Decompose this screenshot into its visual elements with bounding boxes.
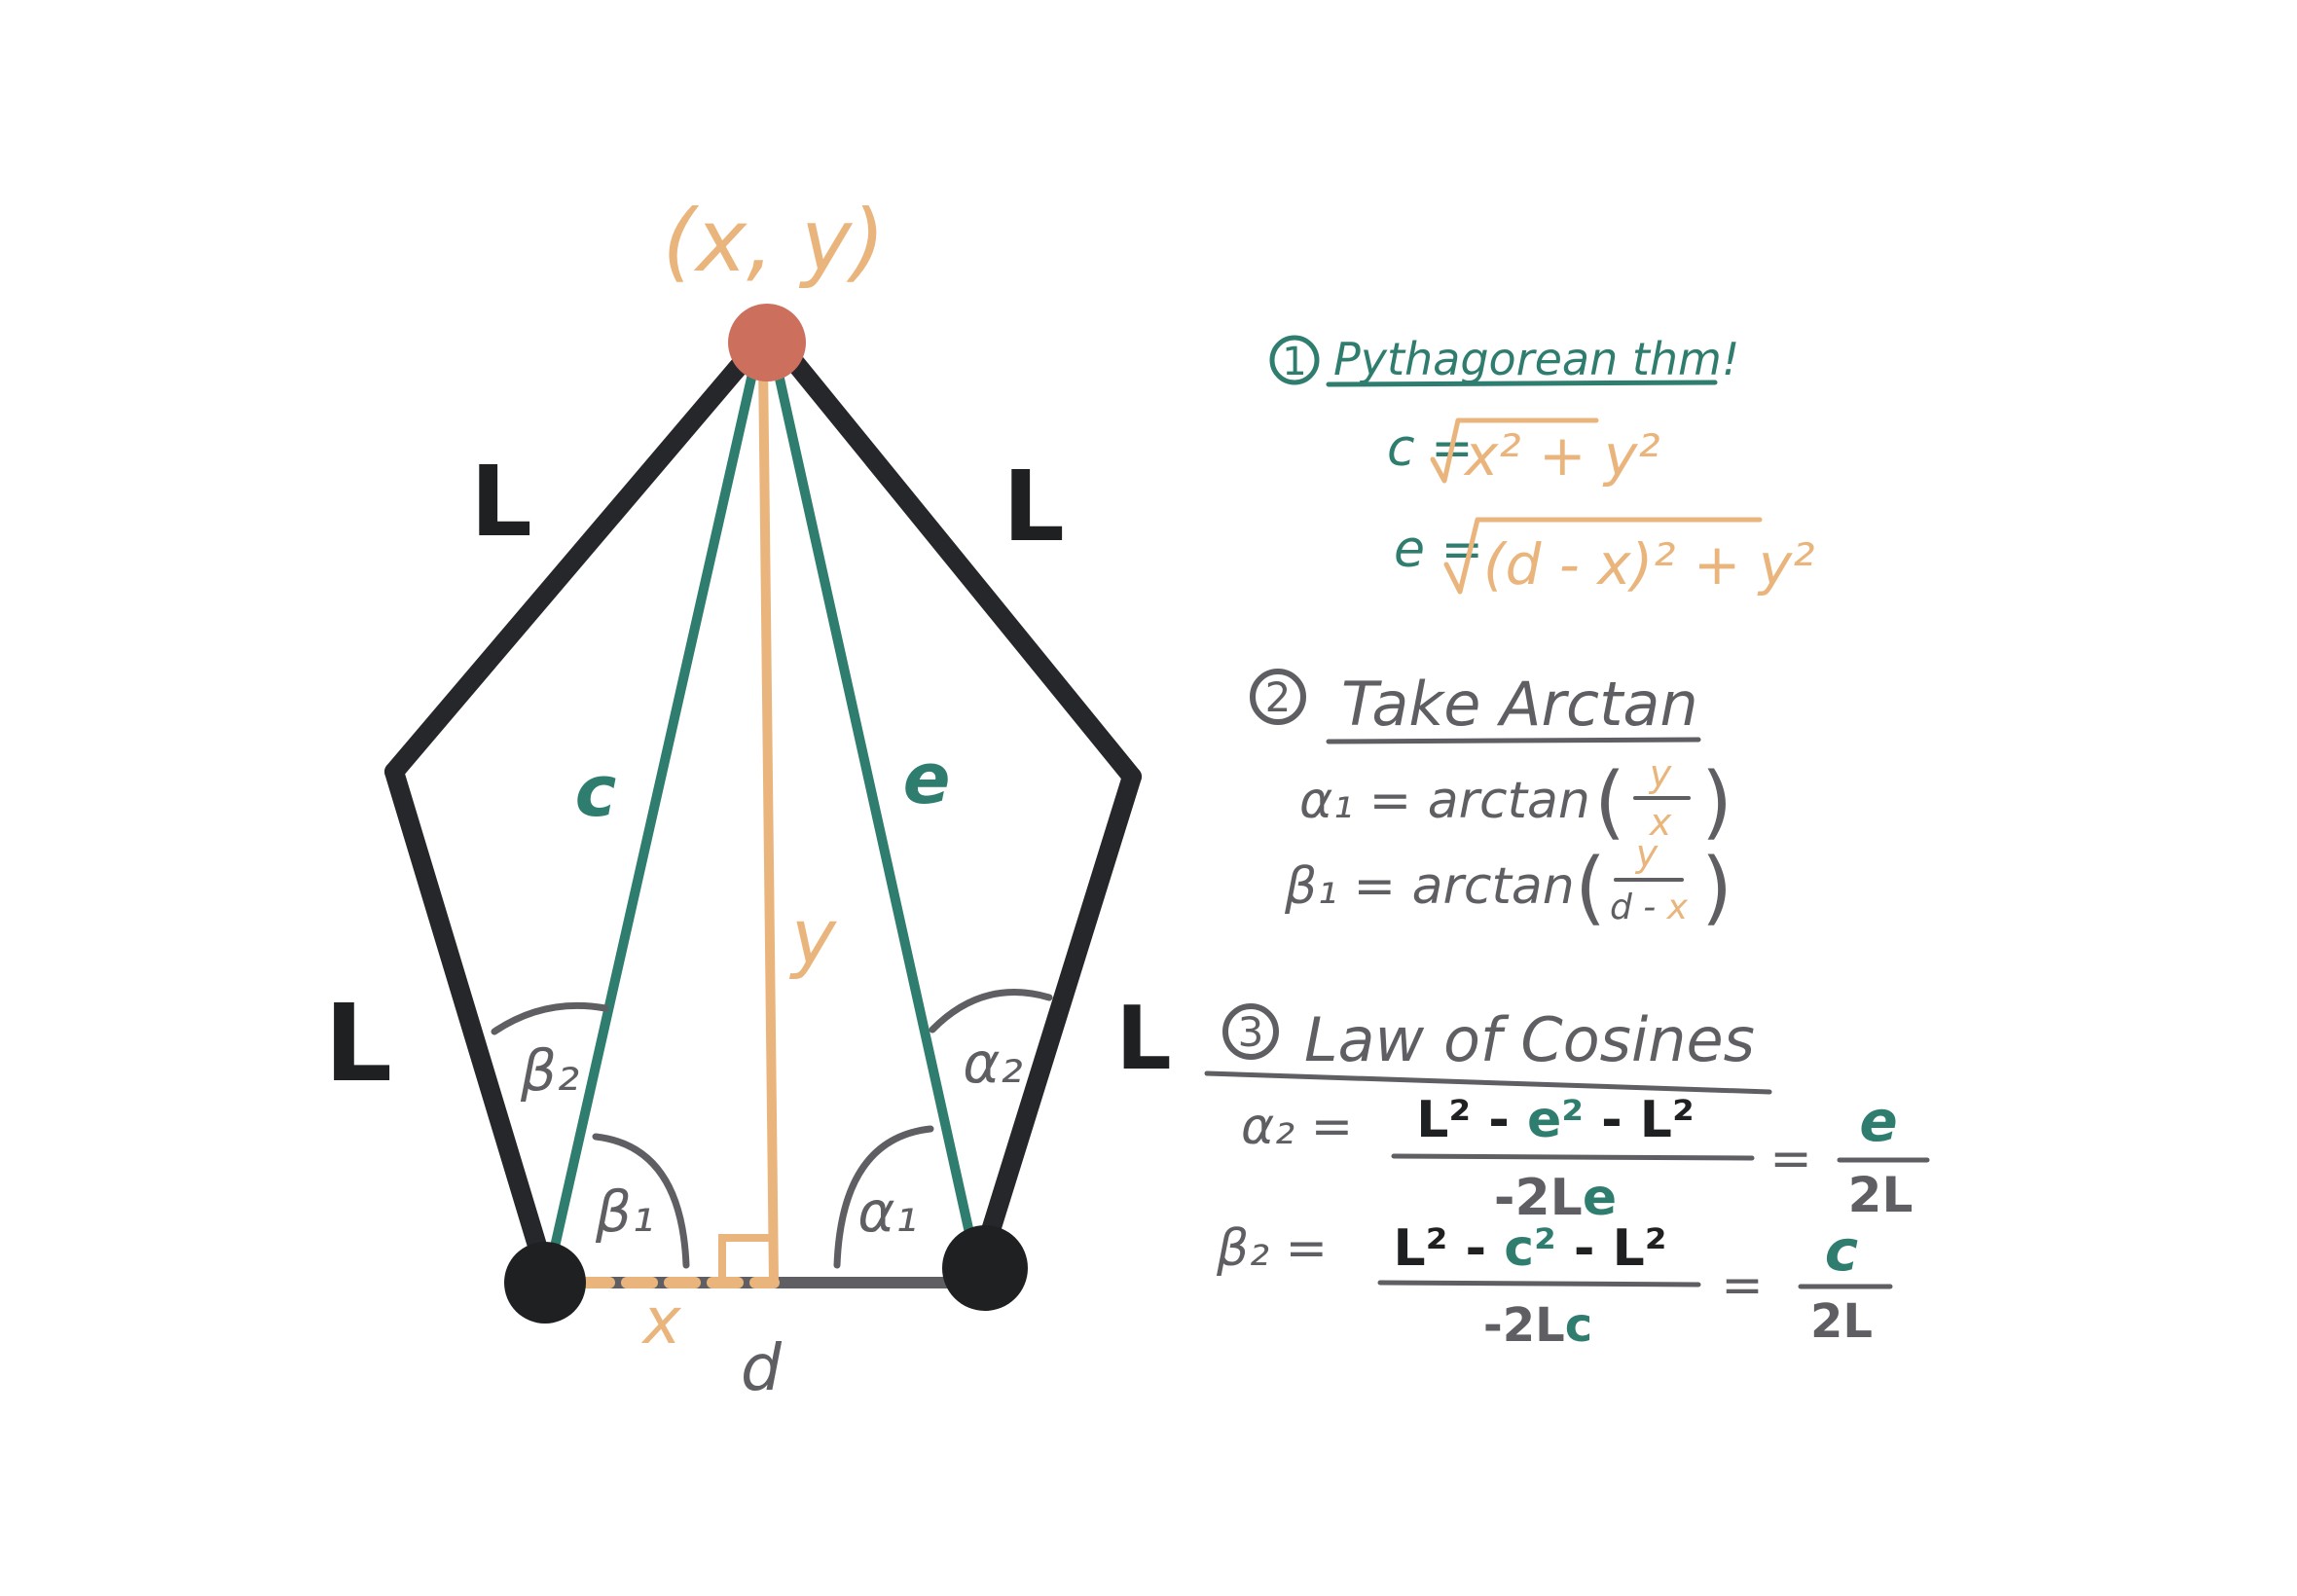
c-line [548,347,762,1260]
step-2-arctan: 2 Take Arctan α₁ = arctan ( y x ) β₁ = a… [1250,669,1732,934]
e-equation-radical [1443,517,1763,595]
beta2-denominator-2l: -2L [1483,1298,1565,1353]
right-lower-link-label: L [1115,988,1171,1090]
step-1-underline [1326,380,1718,387]
beta2-numerator-l2-b: - L² [1556,1219,1667,1278]
alpha2-numerator-e2: e² [1527,1091,1584,1149]
beta2-numerator-l2-a: L² - [1393,1219,1504,1278]
derivation-notes: 1 Pythagorean thm! c = x² + y² e = (d - … [1204,333,1930,1353]
left-link-upper [384,333,769,781]
alpha2-result-denominator: 2L [1848,1167,1914,1223]
step-2-underline [1326,737,1701,744]
right-upper-link-label: L [1003,450,1065,563]
step-3-number-circle [1222,1003,1279,1060]
step-3-title: Law of Cosines [1304,1004,1755,1075]
beta2-arc [491,1001,609,1035]
alpha2-fraction-bar [1391,1153,1755,1161]
x-label: x [640,1284,681,1359]
alpha2-result-numerator: e [1859,1088,1897,1154]
y-label: y [789,894,838,982]
alpha2-denominator-e: e [1583,1169,1617,1227]
right-angle-marker [718,1234,773,1287]
alpha2-equals: = [1769,1130,1812,1188]
beta1-label: β₁ [595,1179,654,1245]
alpha1-arc [833,1125,934,1269]
beta2-equation-lhs: β₂ = [1216,1219,1328,1278]
step-1-number-circle [1269,335,1320,385]
beta1-fraction-denominator: d - x [1610,888,1689,927]
left-base-joint [504,1242,586,1324]
right-link-upper [769,333,1142,786]
beta2-denominator: -2Lc [1483,1298,1592,1353]
beta1-open-paren: ( [1575,842,1606,934]
beta2-numerator: L² - c² - L² [1393,1219,1666,1278]
linkage-diagram: (x, y) L L L L c e y x d β₁ β₂ α₁ α₂ [324,191,1172,1405]
beta1-arc [592,1133,690,1269]
d-label: d [741,1330,783,1405]
beta2-result-numerator: c [1825,1217,1858,1284]
alpha2-arc [929,989,1053,1034]
alpha1-fraction-numerator: y [1649,752,1672,795]
alpha2-denominator-2l: -2L [1494,1169,1583,1227]
right-base-joint [942,1225,1028,1311]
alpha1-open-paren: ( [1594,756,1625,849]
alpha1-fraction-denominator: x [1649,801,1672,844]
right-link-lower [973,767,1142,1265]
e-line [769,347,978,1255]
e-label: e [903,738,951,819]
beta1-close-paren: ) [1701,842,1732,934]
left-link-lower [384,762,553,1275]
beta2-denominator-c: c [1565,1298,1592,1353]
alpha1-equation-lhs: α₁ = arctan [1299,772,1590,830]
c-label: c [575,750,617,832]
alpha2-label: α₂ [963,1030,1022,1096]
alpha2-equation-lhs: α₂ = [1241,1098,1353,1156]
beta2-result-denominator: 2L [1810,1294,1873,1349]
step-3-law-of-cosines: 3 Law of Cosines α₂ = L² - e² - L² -2Le … [1204,1003,1930,1353]
alpha2-denominator: -2Le [1494,1169,1617,1227]
e-equation-rhs: (d - x)² + y² [1483,531,1815,598]
beta2-fraction-bar [1377,1280,1701,1288]
c-equation-radical [1430,417,1599,484]
step-3-underline [1204,1070,1772,1095]
end-effector-point [728,304,806,381]
step-1-title: Pythagorean thm! [1333,333,1739,385]
end-effector-label: (x, y) [663,191,886,291]
step-2-number: 2 [1265,673,1292,721]
c-equation-lhs: c = [1387,419,1474,478]
beta2-equals: = [1721,1256,1764,1315]
alpha2-numerator-l2-b: - L² [1584,1091,1695,1149]
beta1-denominator-d: d - [1610,888,1667,927]
alpha2-numerator-l2-a: L² - [1416,1091,1527,1149]
c-equation-rhs: x² + y² [1463,422,1660,489]
step-2-number-circle [1250,669,1306,725]
step-1-pythagorean: 1 Pythagorean thm! c = x² + y² e = (d - … [1269,333,1815,598]
beta1-equation-lhs: β₁ = arctan [1284,857,1575,916]
beta2-label: β₂ [520,1037,579,1104]
step-3-number: 3 [1238,1008,1264,1056]
left-upper-link-label: L [470,445,532,559]
step-2-title: Take Arctan [1341,669,1698,740]
beta2-numerator-c2: c² [1504,1219,1556,1278]
beta1-fraction-numerator: y [1635,832,1659,875]
y-line [758,355,779,1288]
alpha1-label: α₁ [857,1179,917,1245]
left-lower-link-label: L [324,981,392,1106]
step-1-number: 1 [1282,340,1306,384]
beta1-denominator-x: x [1666,888,1689,927]
alpha1-close-paren: ) [1701,756,1732,849]
alpha2-numerator: L² - e² - L² [1416,1091,1694,1149]
